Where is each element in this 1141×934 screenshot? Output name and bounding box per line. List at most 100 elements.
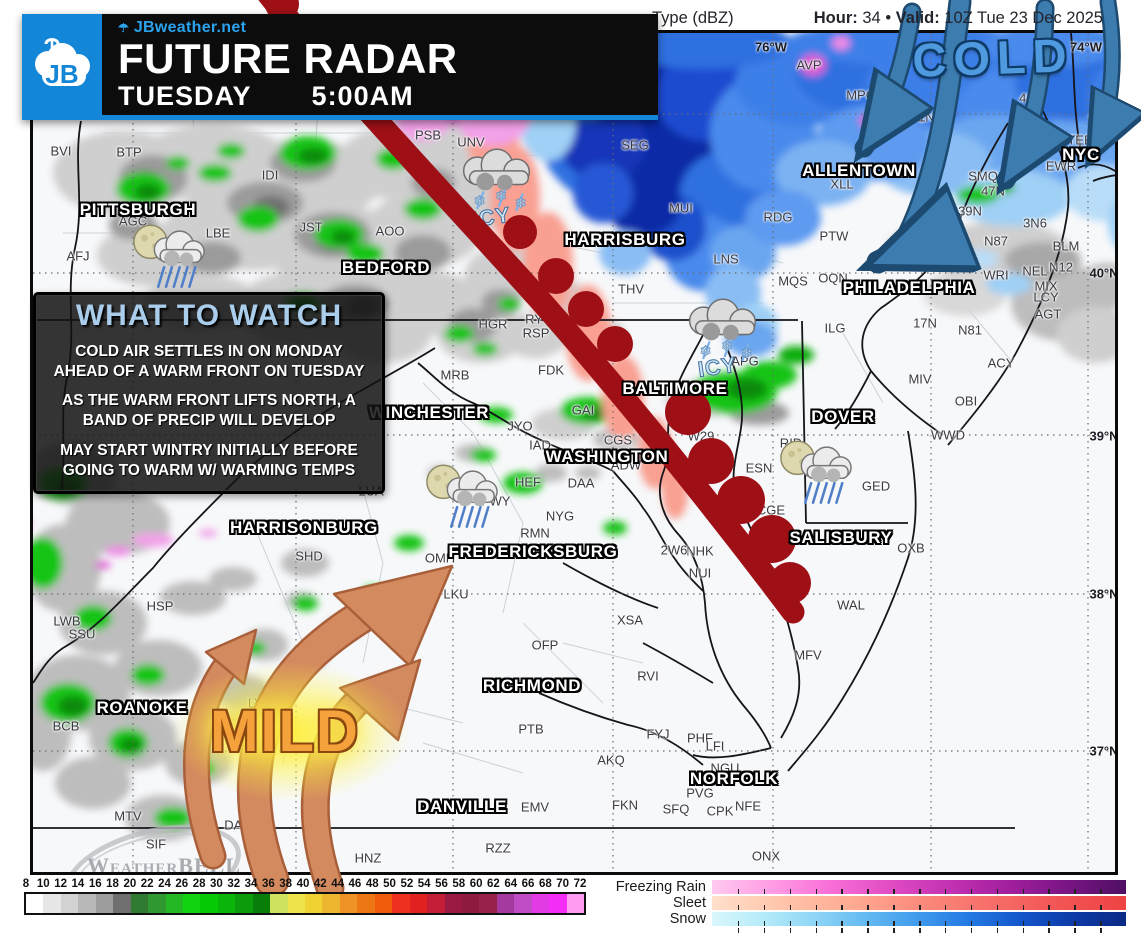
station-code-oqn: OQN xyxy=(818,270,848,286)
dbz-cell-46 xyxy=(357,894,375,913)
station-code-4n1: 4N1 xyxy=(1019,90,1043,106)
dbz-tick-64: 64 xyxy=(504,878,518,890)
dbz-cell-56 xyxy=(444,894,462,913)
dbz-tick-58: 58 xyxy=(452,878,466,890)
station-code-w29: W29 xyxy=(687,428,715,444)
valid-clock: 5:00AM xyxy=(311,81,414,111)
ptype-tick xyxy=(996,905,999,910)
dbz-cell-48 xyxy=(374,894,393,913)
dbz-cell-18 xyxy=(113,894,131,913)
watch-lines: COLD AIR SETTLES IN ON MONDAY AHEAD OF A… xyxy=(44,342,374,481)
ptype-tick xyxy=(1100,905,1102,910)
model-valid-info: Hour: 34 • Valid: 10Z Tue 23 Dec 2025 xyxy=(814,9,1103,28)
dbz-tick-72: 72 xyxy=(573,878,587,890)
dbz-tick-46: 46 xyxy=(348,878,362,890)
station-code-fdk: FDK xyxy=(538,362,564,378)
dbz-tick-30: 30 xyxy=(210,878,223,890)
dbz-cell-50 xyxy=(392,894,410,913)
jb-logo: JB xyxy=(22,14,102,115)
city-label-norfolk: NORFOLK xyxy=(689,769,779,788)
svg-text:ICY: ICY xyxy=(696,353,738,379)
station-code-daa: DAA xyxy=(567,475,595,491)
station-code-hgr: HGR xyxy=(478,316,508,332)
ptype-tick xyxy=(1022,921,1024,926)
ptype-tick xyxy=(1100,889,1102,894)
what-to-watch-box: WHAT TO WATCH COLD AIR SETTLES IN ON MON… xyxy=(33,292,385,494)
station-code-seg: SEG xyxy=(621,137,649,153)
dbz-tick-40: 40 xyxy=(296,878,310,890)
dbz-tick-38: 38 xyxy=(279,878,293,890)
ptype-tick xyxy=(867,889,869,894)
station-code-lku: LKU xyxy=(443,586,469,602)
city-label-harrisonburg: HARRISONBURG xyxy=(230,518,378,537)
svg-text:❄: ❄ xyxy=(741,345,753,362)
dbz-cell-44 xyxy=(339,894,358,913)
dbz-tick-66: 66 xyxy=(521,878,535,890)
station-code-onx: ONX xyxy=(751,848,781,864)
station-code-nfe: NFE xyxy=(735,798,761,814)
city-label-winchester: WINCHESTER xyxy=(368,403,490,422)
station-code-mfv: MFV xyxy=(794,647,822,663)
grid-label-38n: 38°N xyxy=(1089,586,1115,602)
ptype-tick xyxy=(1074,889,1076,894)
icy-icon: ❄ ❄ ❄ ICY xyxy=(448,145,542,234)
station-code-miv: MIV xyxy=(908,371,932,387)
ptype-tick xyxy=(893,921,895,926)
bullet-sep: • xyxy=(885,9,892,27)
station-code-cgs: CGS xyxy=(603,432,633,448)
header-text-area: ☂ JBweather.net FUTURE RADAR TUESDAY 5:0… xyxy=(102,14,658,115)
station-code-pvg: PVG xyxy=(686,785,714,801)
station-code-rsp: RSP xyxy=(522,325,550,341)
station-code-hsp: HSP xyxy=(146,598,174,614)
station-code-sfq: SFQ xyxy=(662,801,690,817)
ptype-tick xyxy=(737,889,740,894)
dbz-tick-34: 34 xyxy=(244,878,258,890)
watch-line-3: MAY START WINTRY INITIALLY BEFORE GOING … xyxy=(60,441,358,479)
ptype-tick xyxy=(867,905,869,910)
station-code-17n: 17N xyxy=(913,315,937,331)
ptype-tick xyxy=(1048,905,1050,910)
dbz-cell-60 xyxy=(479,894,497,913)
ptype-tick xyxy=(970,905,973,910)
moon-rain-icon xyxy=(772,433,858,514)
ptype-tick xyxy=(763,905,766,910)
ptype-tick xyxy=(789,921,792,926)
dbz-tick-18: 18 xyxy=(106,878,119,890)
station-code-fkn: FKN xyxy=(612,797,638,813)
ptype-bottom-tick xyxy=(737,928,740,933)
station-code-mtv: MTV xyxy=(114,808,142,824)
ptype-tick xyxy=(919,921,921,926)
dbz-cell-40 xyxy=(305,894,323,913)
dbz-tick-36: 36 xyxy=(261,878,275,890)
station-code-ttn: TTN xyxy=(940,226,966,242)
watch-title: WHAT TO WATCH xyxy=(75,299,343,332)
city-label-richmond: RICHMOND xyxy=(482,676,582,695)
station-code-ryt: RYT xyxy=(525,311,551,327)
station-code-wwd: WWD xyxy=(931,427,965,443)
ptype-tick xyxy=(789,889,792,894)
dbz-cell-58 xyxy=(461,894,480,913)
ptype-bottom-tick xyxy=(944,928,947,933)
ptype-tick xyxy=(789,905,792,910)
ptype-tick xyxy=(996,921,999,926)
ptype-tick xyxy=(815,889,817,894)
ptype-tick xyxy=(919,905,921,910)
ptype-label: Sleet xyxy=(672,895,706,911)
dbz-cell-38 xyxy=(287,894,305,913)
station-code-rzz: RZZ xyxy=(485,840,511,856)
ptype-tick xyxy=(1048,889,1050,894)
dbz-tick-8: 8 xyxy=(22,878,30,890)
station-code-ilg: ILG xyxy=(824,320,846,336)
station-code-pne: PNE xyxy=(910,256,938,272)
ptype-tick xyxy=(944,921,947,926)
ptype-bottom-tick xyxy=(763,928,766,933)
station-code-hnz: HNZ xyxy=(354,850,382,866)
station-code-nhk: NHK xyxy=(686,543,714,559)
station-code-lns: LNS xyxy=(713,251,739,267)
hour-label: Hour: xyxy=(813,9,858,27)
dbz-cell-62 xyxy=(496,894,515,913)
station-code-afj: AFJ xyxy=(66,248,90,264)
station-code-agc: AGC xyxy=(118,213,148,229)
dbz-tick-28: 28 xyxy=(192,878,206,890)
